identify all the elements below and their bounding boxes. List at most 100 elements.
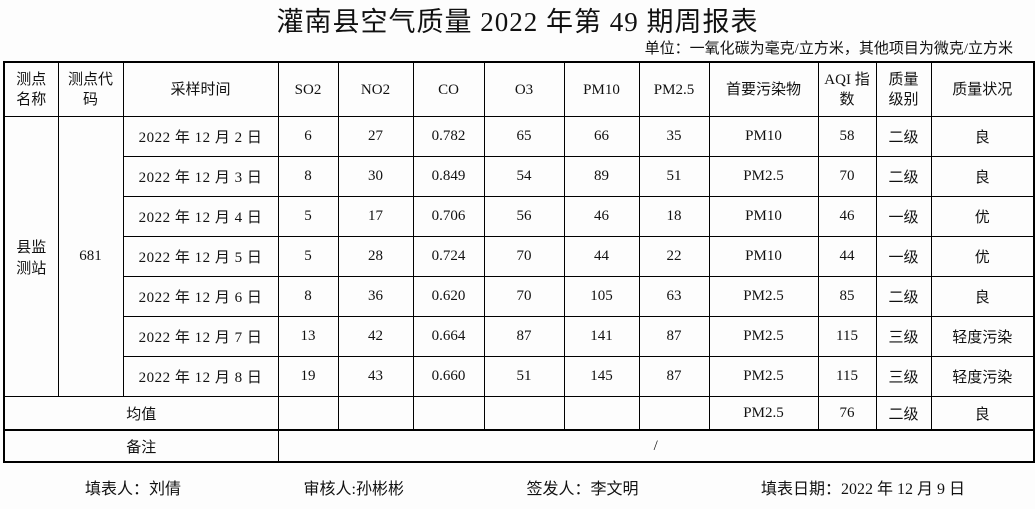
o3-cell: 51 [483, 356, 565, 397]
page-title: 灌南县空气质量 2022 年第 49 期周报表 [276, 7, 759, 37]
header-no2: NO2 [337, 61, 414, 117]
o3-cell: 87 [483, 316, 565, 357]
o3-cell: 56 [483, 196, 565, 237]
header-pm25: PM2.5 [638, 61, 710, 117]
no2-cell: 28 [337, 236, 414, 277]
date-cell: 2022 年 12 月 8 日 [122, 356, 279, 397]
o3-cell: 54 [483, 156, 565, 197]
station-code-cell: 681 [57, 116, 124, 397]
header-station-name: 测点 名称 [3, 61, 59, 117]
primary-pollutant-cell: PM10 [708, 196, 819, 237]
remark-value: / [277, 429, 1035, 463]
table-row: 县监 测站 681 2022 年 12 月 2 日 6 27 0.782 65 … [3, 116, 1035, 397]
quality-level-cell: 二级 [875, 116, 932, 157]
table-row: 2022 年 12 月 5 日 5 28 0.724 70 44 22 PM10… [4, 236, 1035, 277]
no2-cell: 30 [337, 156, 414, 197]
quality-level-cell: 二级 [875, 276, 932, 317]
aqi-cell: 115 [817, 316, 877, 357]
header-co: CO [412, 61, 485, 117]
date-cell: 2022 年 12 月 5 日 [122, 236, 279, 277]
o3-cell: 65 [483, 116, 565, 157]
quality-status-cell: 良 [930, 276, 1035, 317]
so2-cell: 6 [277, 116, 339, 157]
no2-cell: 42 [337, 316, 414, 357]
header-sample-time: 采样时间 [122, 61, 279, 117]
co-cell: 0.849 [412, 156, 485, 197]
avg-primary-pollutant-cell: PM2.5 [708, 396, 819, 431]
pm10-cell: 105 [563, 276, 640, 317]
pm25-cell: 63 [638, 276, 710, 317]
fill-date-text: 填表日期：2022 年 12 月 9 日 [760, 481, 965, 498]
so2-cell: 5 [277, 196, 339, 237]
table-row: 2022 年 12 月 6 日 8 36 0.620 70 105 63 PM2… [4, 276, 1035, 317]
quality-level-cell: 三级 [875, 316, 932, 357]
so2-cell: 19 [277, 356, 339, 397]
pm10-cell: 44 [563, 236, 640, 277]
pm25-cell: 87 [638, 316, 710, 357]
station-name-cell: 县监 测站 [3, 116, 59, 397]
table-row: 2022 年 12 月 3 日 8 30 0.849 54 89 51 PM2.… [4, 156, 1035, 197]
primary-pollutant-cell: PM2.5 [708, 316, 819, 357]
header-aqi-index: AQI 指 数 [817, 61, 877, 117]
table-row: 2022 年 12 月 8 日 19 43 0.660 51 145 87 PM… [4, 356, 1035, 397]
avg-no2-cell [337, 396, 414, 431]
date-cell: 2022 年 12 月 3 日 [122, 156, 279, 197]
no2-cell: 27 [337, 116, 414, 157]
quality-level-cell: 三级 [875, 356, 932, 397]
avg-pm10-cell [563, 396, 640, 431]
quality-status-cell: 优 [930, 236, 1035, 277]
pm25-cell: 22 [638, 236, 710, 277]
header-quality-level: 质量 级别 [875, 61, 932, 117]
avg-quality-level-cell: 二级 [875, 396, 932, 431]
quality-status-cell: 良 [930, 116, 1035, 157]
co-cell: 0.724 [412, 236, 485, 277]
avg-pm25-cell [638, 396, 710, 431]
co-cell: 0.782 [412, 116, 485, 157]
date-cell: 2022 年 12 月 7 日 [122, 316, 279, 357]
no2-cell: 43 [337, 356, 414, 397]
so2-cell: 8 [277, 156, 339, 197]
pm10-cell: 46 [563, 196, 640, 237]
co-cell: 0.664 [412, 316, 485, 357]
pm10-cell: 141 [563, 316, 640, 357]
no2-cell: 17 [337, 196, 414, 237]
quality-level-cell: 一级 [875, 196, 932, 237]
co-cell: 0.620 [412, 276, 485, 317]
aqi-cell: 70 [817, 156, 877, 197]
primary-pollutant-cell: PM10 [708, 116, 819, 157]
primary-pollutant-cell: PM2.5 [708, 276, 819, 317]
o3-cell: 70 [483, 236, 565, 277]
quality-level-cell: 二级 [875, 156, 932, 197]
avg-aqi-cell: 76 [817, 396, 877, 431]
primary-pollutant-cell: PM2.5 [708, 156, 819, 197]
pm25-cell: 51 [638, 156, 710, 197]
date-cell: 2022 年 12 月 6 日 [122, 276, 279, 317]
header-so2: SO2 [277, 61, 339, 117]
primary-pollutant-cell: PM2.5 [708, 356, 819, 397]
pm10-cell: 89 [563, 156, 640, 197]
o3-cell: 70 [483, 276, 565, 317]
table-header-row: 测点 名称 测点代 码 采样时间 SO2 NO2 CO O3 PM10 PM2.… [3, 61, 1035, 117]
primary-pollutant-cell: PM10 [708, 236, 819, 277]
header-station-code: 测点代 码 [57, 61, 124, 117]
avg-co-cell [412, 396, 485, 431]
remark-row: 备注 / [3, 429, 1035, 463]
so2-cell: 13 [277, 316, 339, 357]
no2-cell: 36 [337, 276, 414, 317]
pm25-cell: 87 [638, 356, 710, 397]
issuer-text: 签发人：李文明 [526, 481, 639, 498]
pm10-cell: 145 [563, 356, 640, 397]
footer: 填表人：刘倩 审核人:孙彬彬 签发人：李文明 填表日期：2022 年 12 月 … [0, 475, 1035, 499]
avg-so2-cell [277, 396, 339, 431]
header-quality-status: 质量状况 [930, 61, 1035, 117]
so2-cell: 8 [277, 276, 339, 317]
aqi-cell: 46 [817, 196, 877, 237]
aqi-cell: 44 [817, 236, 877, 277]
table-row: 2022 年 12 月 7 日 13 42 0.664 87 141 87 PM… [4, 316, 1035, 357]
aqi-cell: 58 [817, 116, 877, 157]
quality-status-cell: 轻度污染 [930, 356, 1035, 397]
avg-o3-cell [483, 396, 565, 431]
quality-level-cell: 一级 [875, 236, 932, 277]
table-row: 2022 年 12 月 4 日 5 17 0.706 56 46 18 PM10… [4, 196, 1035, 237]
average-label: 均值 [3, 396, 279, 431]
